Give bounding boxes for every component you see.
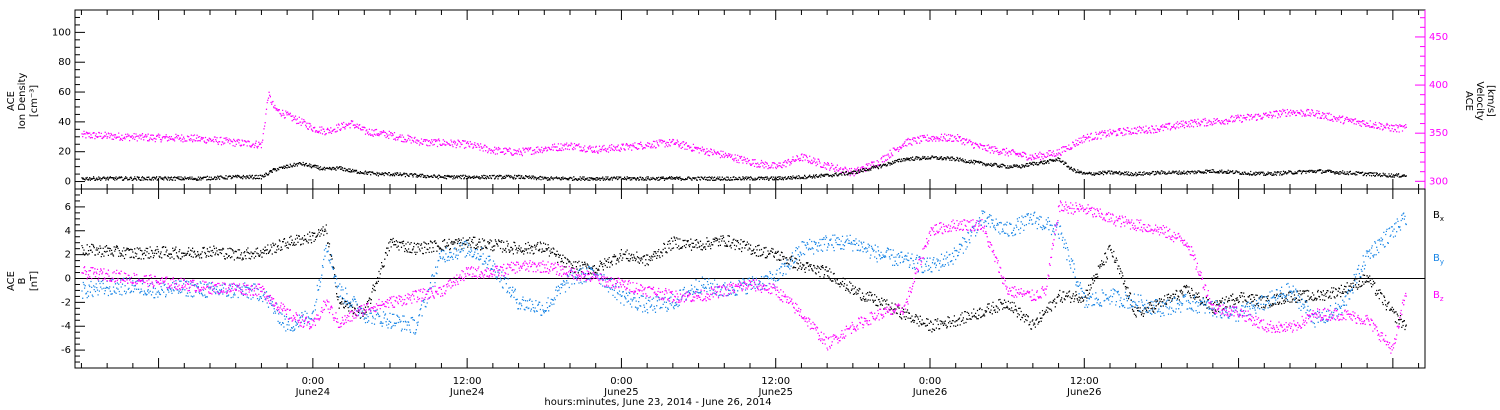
bfield-tick-label: -6 (61, 345, 71, 356)
bfield-tick-label: 2 (65, 250, 71, 261)
velocity-ylabel-line2: Velocity (1474, 81, 1485, 120)
velocity-series (81, 91, 1407, 177)
density-tick-label: 80 (58, 57, 71, 68)
panel2-data (81, 200, 1407, 354)
density-series (81, 155, 1407, 181)
density-ylabel-line3: [cm⁻³] (29, 85, 40, 117)
magnetic-field-panel: -6 -4 -2 0 2 4 6 (61, 188, 1426, 369)
bfield-ylabel-line1: ACE (6, 271, 17, 291)
x-tick-sublabel: June25 (603, 387, 639, 398)
density-tick-label: 60 (58, 87, 71, 98)
bfield-tick-label: 0 (65, 274, 71, 285)
density-tick-label: 40 (58, 117, 71, 128)
bfield-tick-label: -2 (61, 297, 71, 308)
density-velocity-panel: 0 20 40 60 80 100 300 350 400 450 (52, 9, 1448, 190)
legend-bz: Bz (1433, 290, 1444, 303)
bfield-tick-label: 6 (65, 202, 71, 213)
x-tick-label: 12:00 (1070, 376, 1099, 387)
velocity-ylabel-line3: [km/s] (1485, 85, 1496, 117)
legend-bx: Bx (1433, 210, 1444, 223)
x-tick-label: 12:00 (453, 376, 482, 387)
x-tick-label: 0:00 (610, 376, 632, 387)
bfield-ylabel-line2: B (17, 277, 28, 284)
bfield-tick-label: 4 (65, 226, 71, 237)
x-axis-title: hours:minutes, June 23, 2014 - June 26, … (544, 397, 771, 408)
by-series (81, 210, 1407, 335)
velocity-tick-label: 350 (1429, 128, 1448, 139)
panel1-frame (74, 9, 1426, 190)
x-tick-label: 0:00 (302, 376, 324, 387)
x-tick-sublabel: June24 (295, 387, 331, 398)
bfield-ylabel-line3: [nT] (29, 271, 40, 291)
velocity-ylabel-line1: ACE (1463, 91, 1474, 111)
x-tick-sublabel: June24 (449, 387, 485, 398)
density-tick-label: 100 (52, 27, 71, 38)
x-tick-label: 0:00 (919, 376, 941, 387)
velocity-tick-label: 400 (1429, 80, 1448, 91)
bz-series (81, 200, 1407, 354)
x-tick-label: 12:00 (761, 376, 790, 387)
time-axis: 0:00June2412:00June240:00June2512:00June… (80, 10, 1420, 398)
x-tick-sublabel: June25 (757, 387, 793, 398)
x-tick-sublabel: June26 (1066, 387, 1102, 398)
density-ylabel-line1: ACE (6, 91, 17, 111)
legend-by: By (1433, 253, 1444, 266)
panel1-data (81, 91, 1407, 181)
velocity-tick-label: 300 (1429, 176, 1448, 187)
x-tick-sublabel: June26 (912, 387, 948, 398)
density-tick-label: 0 (65, 177, 71, 188)
bfield-tick-label: -4 (61, 321, 71, 332)
velocity-tick-label: 450 (1429, 32, 1448, 43)
bx-series (81, 224, 1407, 333)
density-tick-label: 20 (58, 147, 71, 158)
density-ylabel-line2: Ion Density (17, 73, 28, 130)
